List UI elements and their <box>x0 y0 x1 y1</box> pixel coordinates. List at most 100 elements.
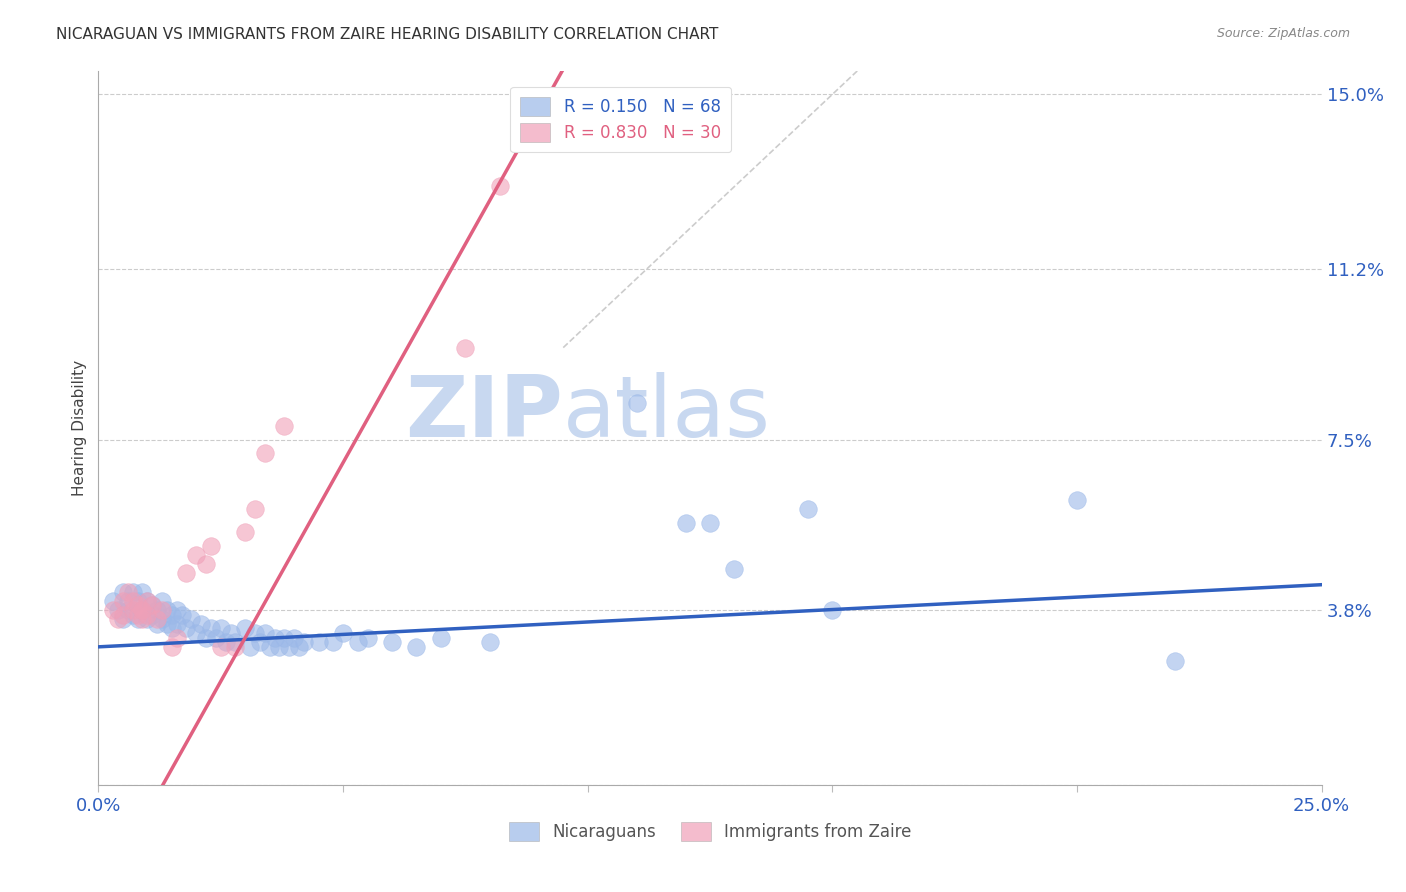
Point <box>675 516 697 530</box>
Y-axis label: Hearing Disability: Hearing Disability <box>72 360 87 496</box>
Point <box>209 622 232 636</box>
Point <box>121 594 143 608</box>
Point <box>405 640 427 654</box>
Point <box>117 603 139 617</box>
Point <box>131 603 153 617</box>
Point <box>332 626 354 640</box>
Point <box>190 616 212 631</box>
Point <box>136 612 159 626</box>
Point <box>186 548 208 562</box>
Point <box>166 631 188 645</box>
Point <box>283 631 305 645</box>
Point <box>195 557 218 571</box>
Point <box>239 640 262 654</box>
Point <box>107 603 129 617</box>
Point <box>346 635 368 649</box>
Point <box>136 594 159 608</box>
Point <box>278 640 301 654</box>
Point <box>292 635 315 649</box>
Point <box>111 607 134 622</box>
Point <box>478 635 501 649</box>
Point <box>253 446 276 460</box>
Point <box>219 626 242 640</box>
Point <box>131 603 153 617</box>
Point <box>136 607 159 622</box>
Text: ZIP: ZIP <box>405 372 564 456</box>
Point <box>141 599 163 613</box>
Point <box>176 566 198 581</box>
Point <box>117 594 139 608</box>
Point <box>1164 654 1187 668</box>
Point <box>699 516 721 530</box>
Point <box>101 603 124 617</box>
Point <box>111 584 134 599</box>
Point <box>121 584 143 599</box>
Point <box>131 612 153 626</box>
Point <box>160 640 183 654</box>
Point <box>253 626 276 640</box>
Point <box>224 635 246 649</box>
Point <box>821 603 844 617</box>
Point <box>308 635 330 649</box>
Point <box>263 631 285 645</box>
Point <box>156 603 179 617</box>
Point <box>150 594 173 608</box>
Point <box>273 418 295 433</box>
Point <box>146 612 169 626</box>
Point <box>626 396 648 410</box>
Text: Source: ZipAtlas.com: Source: ZipAtlas.com <box>1216 27 1350 40</box>
Point <box>233 524 256 539</box>
Point <box>1066 492 1088 507</box>
Point <box>209 640 232 654</box>
Point <box>127 594 149 608</box>
Point <box>176 622 198 636</box>
Point <box>136 594 159 608</box>
Text: atlas: atlas <box>564 372 772 456</box>
Point <box>146 616 169 631</box>
Point <box>150 603 173 617</box>
Point <box>430 631 453 645</box>
Point <box>111 594 134 608</box>
Point <box>160 607 183 622</box>
Point <box>233 622 256 636</box>
Point <box>269 640 291 654</box>
Point <box>273 631 295 645</box>
Point <box>488 179 510 194</box>
Point <box>127 607 149 622</box>
Point <box>180 612 202 626</box>
Point <box>356 631 378 645</box>
Legend: Nicaraguans, Immigrants from Zaire: Nicaraguans, Immigrants from Zaire <box>502 815 918 848</box>
Point <box>243 626 266 640</box>
Point <box>111 612 134 626</box>
Point <box>249 635 271 649</box>
Point <box>156 616 179 631</box>
Point <box>195 631 218 645</box>
Point <box>381 635 404 649</box>
Point <box>186 626 208 640</box>
Point <box>259 640 281 654</box>
Point <box>107 612 129 626</box>
Point <box>797 501 820 516</box>
Text: NICARAGUAN VS IMMIGRANTS FROM ZAIRE HEARING DISABILITY CORRELATION CHART: NICARAGUAN VS IMMIGRANTS FROM ZAIRE HEAR… <box>56 27 718 42</box>
Point <box>101 594 124 608</box>
Point <box>127 599 149 613</box>
Point <box>146 603 169 617</box>
Point <box>224 640 246 654</box>
Point <box>141 607 163 622</box>
Point <box>170 607 193 622</box>
Point <box>160 622 183 636</box>
Point <box>166 616 188 631</box>
Point <box>117 584 139 599</box>
Point <box>121 603 143 617</box>
Point <box>288 640 311 654</box>
Point <box>205 631 228 645</box>
Point <box>723 561 745 575</box>
Point <box>121 607 143 622</box>
Point <box>214 635 236 649</box>
Point <box>200 622 222 636</box>
Point <box>243 501 266 516</box>
Point <box>166 603 188 617</box>
Point <box>131 584 153 599</box>
Point <box>200 539 222 553</box>
Point <box>141 599 163 613</box>
